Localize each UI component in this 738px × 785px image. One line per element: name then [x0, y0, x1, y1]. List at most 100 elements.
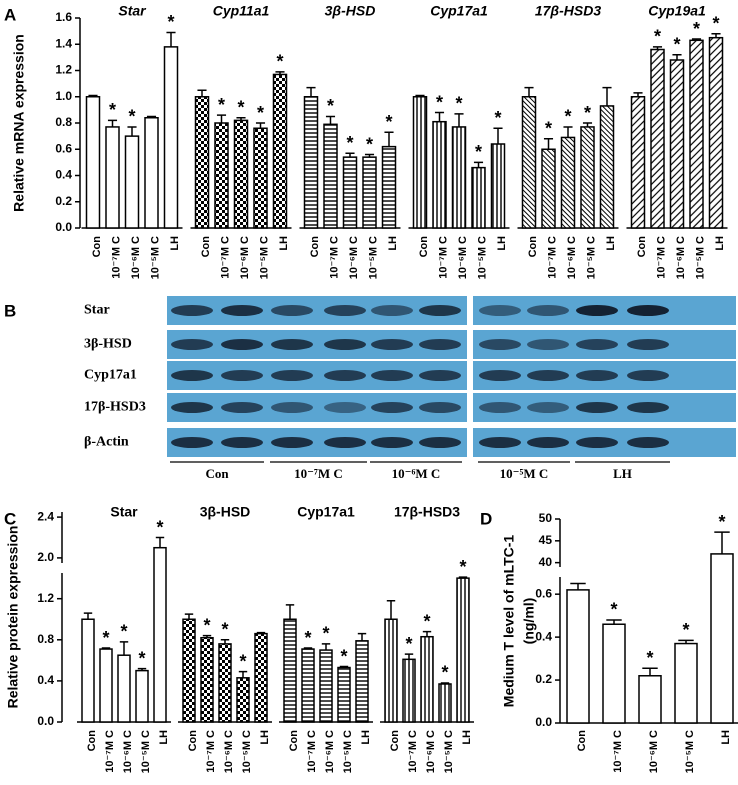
error-bar — [220, 639, 230, 644]
x-tick-label: Con — [187, 730, 199, 752]
group-title: 17β-HSD3 — [535, 3, 601, 19]
bar — [362, 156, 377, 229]
bar — [580, 126, 595, 229]
error-bar — [285, 604, 295, 620]
x-tick-label: Con — [86, 730, 98, 752]
blot-band — [527, 402, 569, 413]
blot-band — [479, 402, 521, 413]
y-tick-label: 0.2 — [55, 194, 72, 208]
blot-band — [419, 370, 461, 381]
bar — [689, 39, 704, 229]
blot-band — [371, 339, 413, 350]
x-tick-label: 10⁻⁷M C — [546, 236, 558, 279]
bar — [432, 120, 447, 229]
bar — [438, 683, 452, 723]
blot-band — [576, 370, 618, 381]
x-tick-label: 10⁻⁶M C — [566, 236, 578, 279]
bar — [218, 643, 232, 723]
x-tick-label: 10⁻⁶M C — [239, 236, 251, 279]
y-tick-label: 0.2 — [535, 672, 552, 686]
y-tick-label: 0.8 — [55, 115, 72, 129]
group-title: 17β-HSD3 — [394, 504, 460, 520]
significance-mark: * — [120, 622, 127, 642]
significance-mark: * — [610, 600, 617, 620]
blot-band — [271, 370, 313, 381]
error-bar — [357, 632, 367, 641]
bar — [384, 618, 398, 723]
error-bar — [345, 152, 355, 158]
error-bar — [691, 38, 702, 41]
y-tick-label: 1.0 — [55, 89, 72, 103]
bar — [381, 145, 397, 229]
x-tick-label: 10⁻⁵M C — [367, 236, 379, 279]
blot-band — [527, 339, 569, 350]
y-tick-label: 50 — [539, 511, 553, 525]
x-tick-label: Con — [636, 236, 648, 258]
x-tick-label: Con — [527, 236, 539, 258]
bar — [85, 96, 101, 229]
bar — [541, 148, 556, 229]
y-tick-label: 0.8 — [37, 632, 54, 646]
significance-mark: * — [322, 624, 329, 644]
blot-background — [167, 393, 467, 422]
x-tick-label: LH — [496, 236, 508, 251]
group-title: Cyp19a1 — [648, 3, 706, 19]
blot-band — [419, 402, 461, 413]
x-tick-label: 10⁻⁷M C — [205, 730, 217, 773]
blot-band — [271, 305, 313, 316]
bar — [337, 666, 351, 723]
group-title: Star — [110, 504, 138, 520]
y-tick-label: 1.6 — [55, 10, 72, 24]
bar — [319, 649, 333, 723]
bar — [117, 654, 131, 723]
error-bar — [275, 71, 285, 75]
x-tick-label: Con — [200, 236, 212, 258]
blot-lane-label: 10⁻⁶M C — [392, 466, 441, 481]
error-bar — [672, 54, 682, 60]
y-axis-label: Medium T level of mLTC-1 — [501, 535, 517, 708]
significance-mark: * — [385, 112, 392, 132]
x-tick-label: 10⁻⁵M C — [149, 236, 161, 279]
significance-mark: * — [584, 103, 591, 123]
y-tick-label: 1.4 — [55, 36, 72, 50]
blot-band — [371, 402, 413, 413]
x-tick-label: LH — [259, 730, 271, 745]
x-tick-label: 10⁻⁶M C — [648, 730, 660, 773]
error-bar — [434, 111, 445, 122]
significance-mark: * — [340, 646, 347, 666]
x-tick-label: 10⁻⁵M C — [140, 730, 152, 773]
bar — [456, 577, 470, 723]
group-title: Cyp11a1 — [213, 3, 270, 19]
x-tick-label: 10⁻⁷M C — [306, 730, 318, 773]
blot-band — [324, 305, 366, 316]
significance-mark: * — [405, 634, 412, 654]
blot-band — [627, 305, 669, 316]
bar — [669, 59, 685, 229]
blot-band — [171, 370, 213, 381]
blot-lane-label: LH — [613, 466, 632, 481]
bar — [402, 658, 416, 723]
blot-band — [371, 437, 413, 448]
x-tick-label: 10⁻⁵M C — [476, 236, 488, 279]
significance-mark: * — [128, 107, 135, 127]
error-bar — [255, 122, 266, 129]
bar — [471, 166, 486, 229]
bar — [253, 127, 268, 229]
significance-mark: * — [712, 14, 719, 34]
error-bar — [184, 613, 194, 620]
bar — [81, 618, 95, 723]
error-bar — [524, 86, 534, 97]
x-tick-label: LH — [158, 730, 170, 745]
error-bar — [652, 46, 663, 50]
bar — [708, 36, 724, 229]
error-bar — [127, 126, 137, 137]
y-tick-label: 1.2 — [37, 591, 54, 605]
x-tick-label: 10⁻⁵M C — [241, 730, 253, 773]
bar — [599, 105, 615, 229]
blot-band — [271, 437, 313, 448]
y-tick-label: 40 — [539, 555, 553, 569]
x-tick-label: 10⁻⁷M C — [655, 236, 667, 279]
blot-band — [527, 437, 569, 448]
x-tick-label: 10⁻⁶M C — [675, 236, 687, 279]
blot-band — [171, 402, 213, 413]
